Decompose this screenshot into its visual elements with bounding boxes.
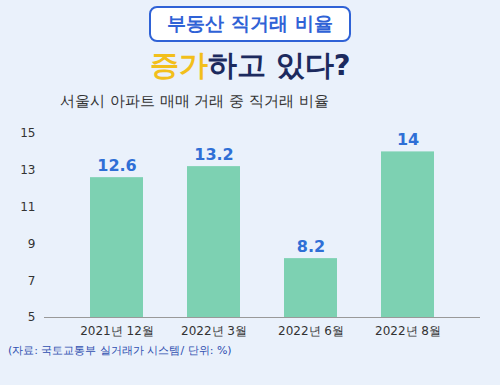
svg-text:13.2: 13.2	[194, 145, 233, 164]
svg-text:15: 15	[20, 126, 35, 140]
svg-text:12.6: 12.6	[97, 156, 136, 175]
svg-text:9: 9	[28, 237, 36, 251]
html-text:(자료: 국토교통부 실거래가 시스템/ 단위: %): (자료: 국토교통부 실거래가 시스템/ 단위: %)	[8, 344, 232, 357]
svg-text:2022년 6월: 2022년 6월	[278, 324, 344, 338]
svg-text:2021년 12월: 2021년 12월	[80, 324, 154, 338]
html-text:서울시 아파트 매매 거래 중 직거래 비율: 서울시 아파트 매매 거래 중 직거래 비율	[60, 92, 329, 110]
html-text:증가하고 있다?: 증가하고 있다?	[149, 48, 351, 82]
svg-text:14: 14	[397, 130, 419, 149]
svg-text:2022년 3월: 2022년 3월	[181, 324, 247, 338]
svg-text:7: 7	[28, 274, 36, 288]
svg-text:13: 13	[20, 163, 35, 177]
svg-text:8.2: 8.2	[297, 237, 325, 256]
svg-text:2022년 8월: 2022년 8월	[375, 324, 441, 338]
svg-text:5: 5	[28, 310, 36, 324]
svg-text:11: 11	[20, 200, 35, 214]
html-text:부동산 직거래 비율: 부동산 직거래 비율	[167, 12, 333, 34]
